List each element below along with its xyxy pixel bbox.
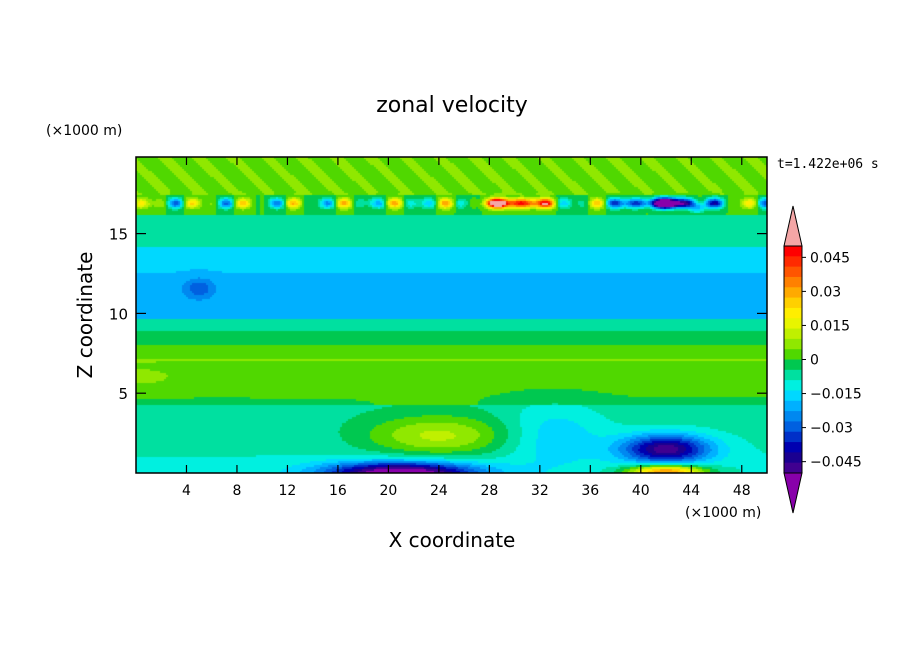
colorbar-cell (784, 307, 802, 319)
x-tick-label: 4 (182, 483, 191, 499)
colorbar-cell (784, 328, 802, 340)
x-tick-label: 20 (379, 483, 397, 499)
colorbar-tick-label: −0.015 (810, 387, 862, 403)
x-tick-label: 32 (531, 483, 549, 499)
colorbar-tick-label: 0.03 (810, 284, 841, 300)
colorbar-tick-label: 0.045 (810, 250, 850, 266)
colorbar: 0.045 0.03 0.015 0 −0.015 −0.03 −0.045 (783, 205, 862, 514)
colorbar-cell (784, 369, 802, 381)
y-tick-label: 15 (109, 226, 128, 244)
colorbar-cell (784, 318, 802, 329)
time-label: t=1.422e+06 s (777, 157, 879, 172)
x-tick-label: 24 (430, 483, 448, 499)
x-tick-label: 16 (329, 483, 347, 499)
colorbar-over-arrow (783, 205, 803, 247)
colorbar-under-arrow (783, 472, 803, 514)
colorbar-cell (784, 256, 802, 268)
chart-title: zonal velocity (376, 93, 528, 118)
x-tick-label: 48 (733, 483, 751, 499)
x-tick-label: 8 (232, 483, 241, 499)
colorbar-cell (784, 421, 802, 433)
colorbar-cell (784, 297, 802, 309)
colorbar-cell (784, 390, 802, 402)
x-tick-label: 44 (682, 483, 700, 499)
y-tick-label: 5 (118, 385, 128, 403)
plot-frame (135, 156, 768, 474)
y-axis-unit: (×1000 m) (46, 123, 122, 139)
velocity-field (136, 157, 767, 473)
colorbar-cell (784, 411, 802, 422)
colorbar-cell (784, 246, 802, 257)
colorbar-tick-label: −0.045 (810, 455, 862, 471)
colorbar-tick-label: 0.015 (810, 318, 850, 334)
x-tick-label: 28 (480, 483, 498, 499)
colorbar-cell (784, 431, 802, 443)
x-axis-ticks: 4 8 12 16 20 24 28 32 36 40 44 48 (182, 157, 751, 499)
colorbar-cell (784, 452, 802, 464)
colorbar-cell (784, 338, 802, 350)
x-axis-label: X coordinate (389, 528, 516, 552)
colorbar-cell (784, 380, 802, 391)
colorbar-cell (784, 266, 802, 278)
y-tick-label: 10 (109, 305, 128, 323)
colorbar-cell (784, 400, 802, 412)
y-axis-ticks: 5 10 15 (109, 226, 767, 403)
colorbar-cell (784, 276, 802, 288)
x-tick-label: 40 (632, 483, 650, 499)
x-axis-unit: (×1000 m) (685, 505, 761, 521)
colorbar-cell (784, 462, 802, 474)
x-tick-label: 36 (581, 483, 599, 499)
x-tick-label: 12 (279, 483, 297, 499)
colorbar-cell (784, 442, 802, 453)
y-axis-label: Z coordinate (73, 252, 97, 379)
colorbar-cell (784, 359, 802, 371)
colorbar-tick-label: −0.03 (810, 421, 853, 437)
colorbar-cell (784, 287, 802, 298)
colorbar-tick-label: 0 (810, 353, 819, 369)
colorbar-cell (784, 349, 802, 360)
